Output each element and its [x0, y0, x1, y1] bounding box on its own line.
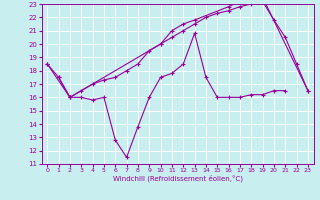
- X-axis label: Windchill (Refroidissement éolien,°C): Windchill (Refroidissement éolien,°C): [113, 175, 243, 182]
